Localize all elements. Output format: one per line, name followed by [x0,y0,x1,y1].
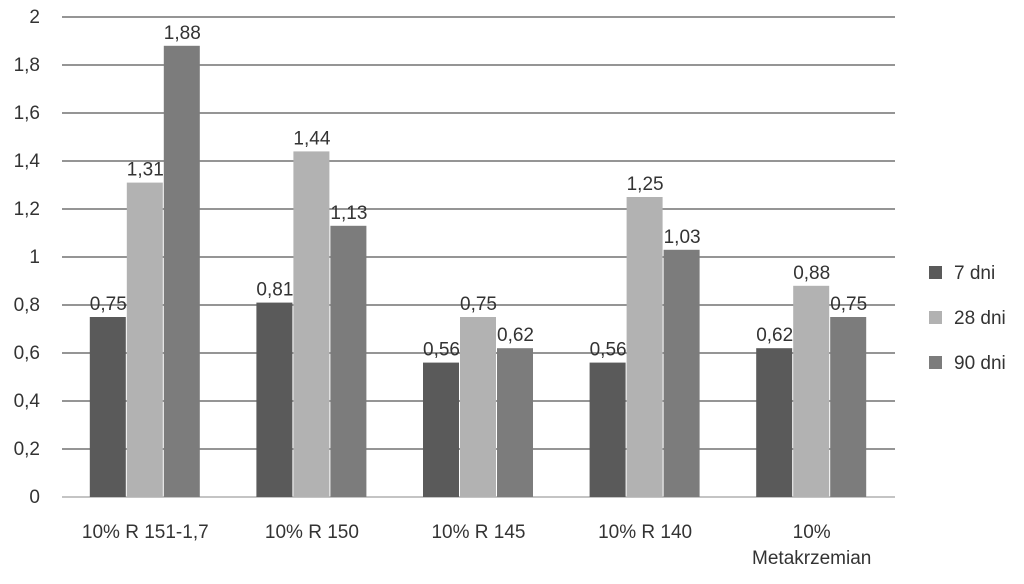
bar [626,197,663,497]
data-label: 0,62 [497,325,534,346]
y-tick-label: 0,4 [14,391,41,412]
x-axis-category-labels: 10% R 151-1,7 10% R 150 10% R 145 10% R 140… [82,522,871,569]
data-label: 0,88 [793,263,830,284]
x-category-label: 10% Metakrzemian [752,522,871,569]
data-label: 1,44 [293,128,330,149]
x-category-label: 10% R 151-1,7 [82,522,209,543]
legend-swatch [929,311,942,324]
x-category-label: 10% R 150 [265,522,359,543]
y-tick-label: 0 [29,487,40,508]
data-label: 1,03 [664,227,701,248]
legend-swatch [929,356,942,369]
data-labels: 0,751,311,880,811,441,130,560,750,620,56… [90,23,867,361]
bar [89,317,126,497]
data-label: 1,31 [127,160,164,181]
legend: 7 dni 28 dni 90 dni [929,263,1006,374]
bar [423,362,459,497]
bar [589,362,626,497]
bar [293,151,330,497]
data-label: 0,62 [756,325,793,346]
data-label: 0,81 [256,280,293,301]
bar [756,348,793,497]
data-label: 0,56 [423,340,460,361]
data-label: 0,75 [830,294,867,315]
legend-label: 7 dni [954,263,995,284]
bar [163,45,200,498]
bar [793,285,830,497]
y-axis-tick-labels: 0 0,2 0,4 0,6 0,8 1 1,2 1,4 1,6 1,8 2 [14,7,41,508]
y-tick-label: 0,6 [14,343,40,364]
grid-lines [62,16,895,498]
data-label: 1,25 [627,174,664,195]
y-tick-label: 1,6 [14,103,40,124]
legend-swatch [929,266,942,279]
data-label: 1,13 [330,203,367,224]
y-tick-label: 2 [29,7,40,28]
y-tick-label: 1,4 [14,151,41,172]
x-category-label: 10% R 140 [598,522,692,543]
bar [830,317,867,497]
y-tick-label: 1,2 [14,199,40,220]
data-label: 0,75 [90,294,127,315]
legend-label: 28 dni [954,308,1006,329]
bar [256,302,293,497]
bar [497,348,533,497]
bars [89,45,867,498]
y-tick-label: 1,8 [14,55,40,76]
bar [126,182,163,497]
x-category-label: 10% R 145 [431,522,525,543]
legend-label: 90 dni [954,353,1006,374]
bar [460,317,496,497]
y-tick-label: 0,8 [14,295,40,316]
y-tick-label: 0,2 [14,439,40,460]
bar [330,225,367,498]
data-label: 1,88 [164,23,201,44]
data-label: 0,56 [590,340,627,361]
bar [663,249,700,497]
y-tick-label: 1 [29,247,40,268]
data-label: 0,75 [460,294,497,315]
